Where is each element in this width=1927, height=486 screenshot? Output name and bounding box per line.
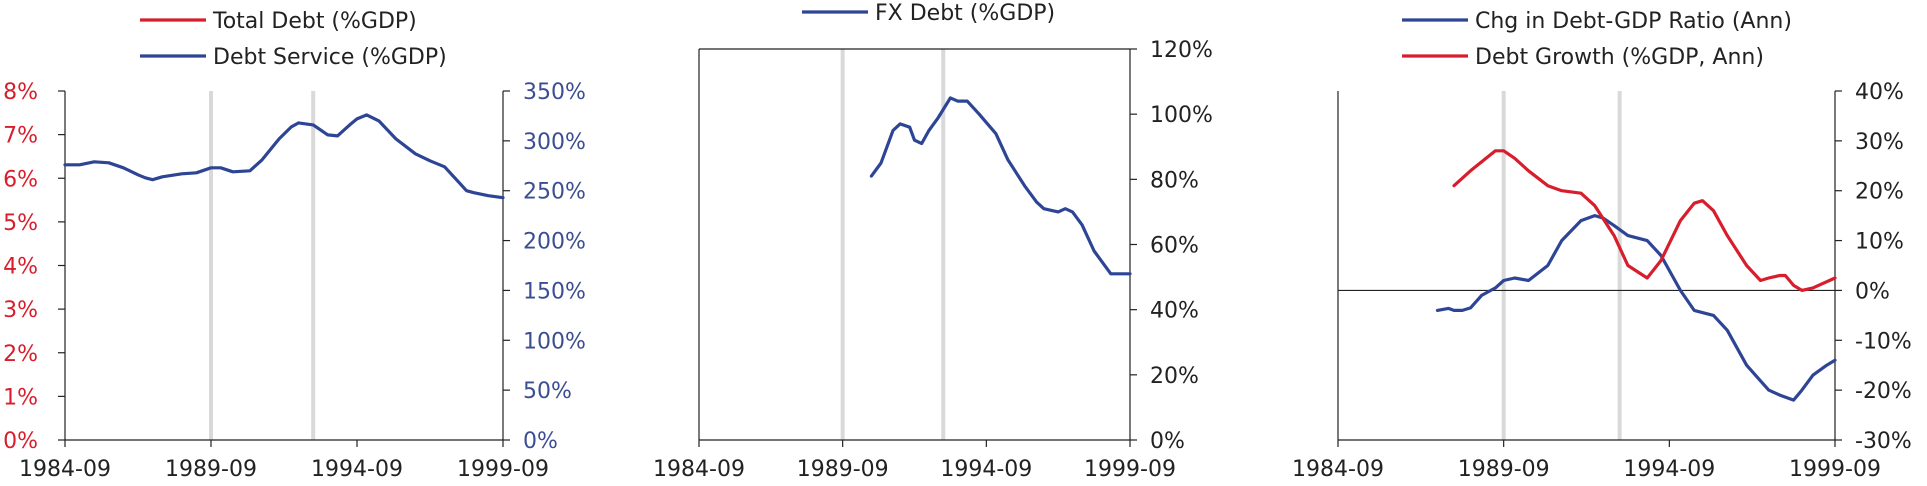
y-right-tick-label: 40% (1150, 299, 1199, 324)
y-right-tick-label: 0% (1855, 279, 1890, 304)
series-line-1 (1452, 149, 1837, 292)
series-line-1 (63, 113, 505, 200)
y-right-tick-label: -20% (1855, 379, 1912, 404)
y-right-tick-label: 100% (1150, 103, 1213, 128)
chart-debt-growth: 1984-09 1989-09 1994-09 1999-09 40% 30% 20% 10%… (1292, 9, 1912, 482)
y-left-tick-label: 0% (3, 429, 38, 454)
chart-fx-debt: 1984-09 1989-09 1994-09 1999-09 0% 20% 40% 60% 8… (653, 1, 1213, 482)
y-right-tick-label: 120% (1150, 38, 1213, 63)
x-tick-label: 1999-09 (457, 457, 549, 482)
x-tick-label: 1994-09 (311, 457, 403, 482)
y-right-tick-label: 20% (1855, 180, 1904, 205)
y-right-tick-label: 30% (1855, 130, 1904, 155)
x-tick-label: 1999-09 (1084, 457, 1176, 482)
x-tick-label: 1989-09 (797, 457, 889, 482)
x-tick-label: 1994-09 (1623, 457, 1715, 482)
x-tick-label: 1989-09 (1458, 457, 1550, 482)
legend-label: Chg in Debt-GDP Ratio (Ann) (1475, 9, 1792, 34)
y-left-tick-label: 6% (3, 167, 38, 192)
y-left-tick-label: 2% (3, 342, 38, 367)
y-right-tick-label: 250% (523, 180, 586, 205)
y-right-tick-label: -10% (1855, 329, 1912, 354)
y-left-tick-label: 4% (3, 255, 38, 280)
y-right-tick-label: 0% (1150, 429, 1185, 454)
y-right-tick-label: 80% (1150, 168, 1199, 193)
legend-label: FX Debt (%GDP) (875, 1, 1055, 26)
x-tick-label: 1984-09 (19, 457, 111, 482)
y-right-tick-label: 350% (523, 80, 586, 105)
x-tick-label: 1994-09 (940, 457, 1032, 482)
x-tick-label: 1999-09 (1789, 457, 1881, 482)
x-tick-label: 1984-09 (653, 457, 745, 482)
y-right-tick-label: 50% (523, 379, 572, 404)
y-right-tick-label: 100% (523, 329, 586, 354)
y-left-tick-label: 1% (3, 385, 38, 410)
y-right-tick-label: 0% (523, 429, 558, 454)
y-left-tick-label: 7% (3, 124, 38, 149)
y-right-tick-label: -30% (1855, 429, 1912, 454)
y-left-tick-label: 3% (3, 298, 38, 323)
series-line-0 (869, 96, 1132, 276)
y-right-tick-label: 20% (1150, 364, 1199, 389)
y-left-tick-label: 5% (3, 211, 38, 236)
legend-label: Total Debt (%GDP) (212, 9, 417, 34)
x-tick-label: 1984-09 (1292, 457, 1384, 482)
legend-label: Debt Service (%GDP) (213, 45, 447, 70)
series-line-0 (1435, 214, 1837, 402)
y-right-tick-label: 60% (1150, 234, 1199, 259)
y-right-tick-label: 200% (523, 230, 586, 255)
y-right-tick-label: 300% (523, 130, 586, 155)
y-right-tick-label: 150% (523, 279, 586, 304)
y-right-tick-label: 10% (1855, 230, 1904, 255)
y-right-tick-label: 40% (1855, 80, 1904, 105)
y-left-tick-label: 8% (3, 80, 38, 105)
x-tick-label: 1989-09 (165, 457, 257, 482)
chart-total-debt-and-debt-service: 1984-09 1989-09 1994-09 1999-09 0% 50% 100% 150… (3, 9, 586, 482)
legend-label: Debt Growth (%GDP, Ann) (1475, 45, 1764, 70)
